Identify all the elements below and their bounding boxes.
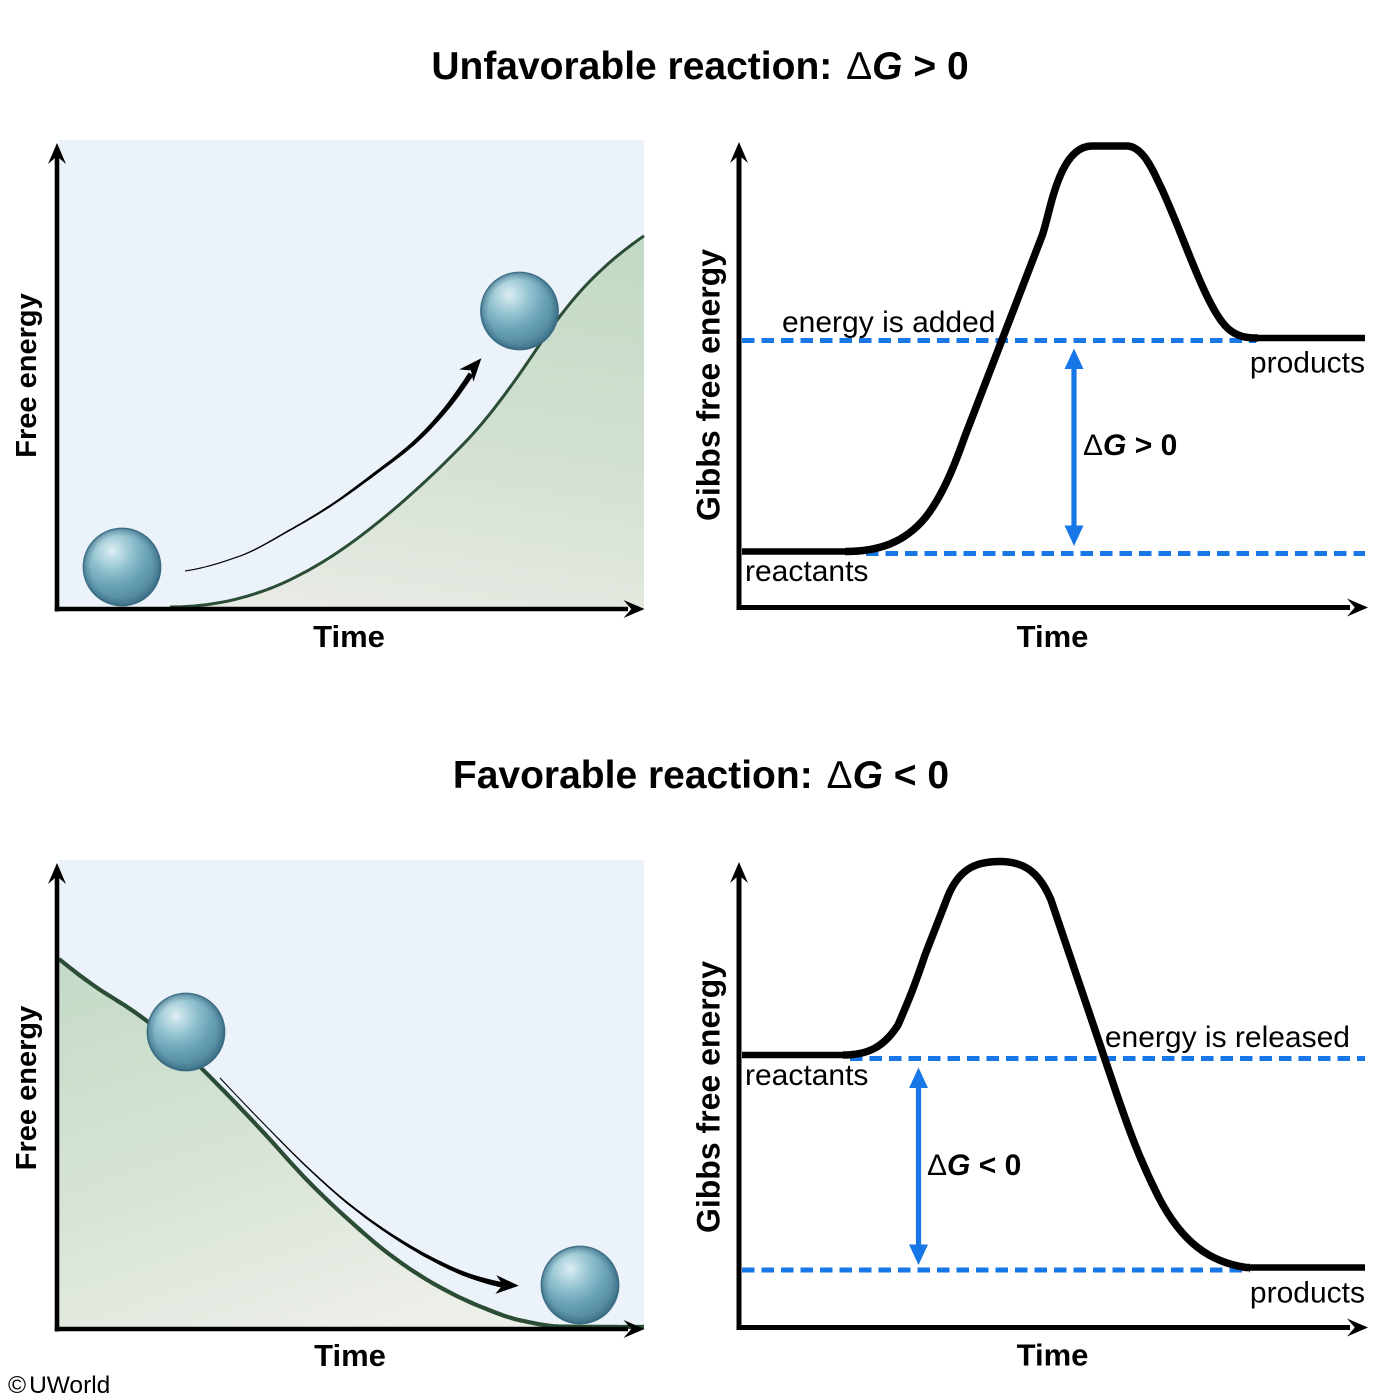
svg-text:ΔG > 0: ΔG > 0 bbox=[1083, 429, 1177, 462]
svg-text:Time: Time bbox=[314, 1338, 386, 1373]
svg-text:reactants: reactants bbox=[745, 555, 868, 588]
svg-text:Unfavorable reaction: ΔG > 0: Unfavorable reaction: ΔG > 0 bbox=[431, 45, 968, 88]
svg-text:energy is added: energy is added bbox=[782, 306, 996, 339]
svg-text:ΔG < 0: ΔG < 0 bbox=[927, 1149, 1021, 1182]
svg-text:Time: Time bbox=[1017, 619, 1089, 654]
svg-text:Gibbs free energy: Gibbs free energy bbox=[691, 249, 727, 521]
svg-text:products: products bbox=[1250, 1277, 1365, 1310]
svg-text:reactants: reactants bbox=[745, 1059, 868, 1092]
svg-text:Time: Time bbox=[1017, 1338, 1089, 1373]
svg-text:Free energy: Free energy bbox=[11, 1006, 43, 1170]
svg-text:Gibbs free energy: Gibbs free energy bbox=[691, 961, 727, 1233]
svg-text:Free energy: Free energy bbox=[11, 293, 43, 457]
svg-text:Favorable reaction: ΔG < 0: Favorable reaction: ΔG < 0 bbox=[453, 754, 949, 797]
svg-text:energy is released: energy is released bbox=[1105, 1021, 1350, 1054]
svg-text:©UWorld: © UWorld bbox=[8, 1372, 110, 1399]
svg-text:Time: Time bbox=[313, 619, 385, 654]
svg-text:products: products bbox=[1250, 347, 1365, 380]
